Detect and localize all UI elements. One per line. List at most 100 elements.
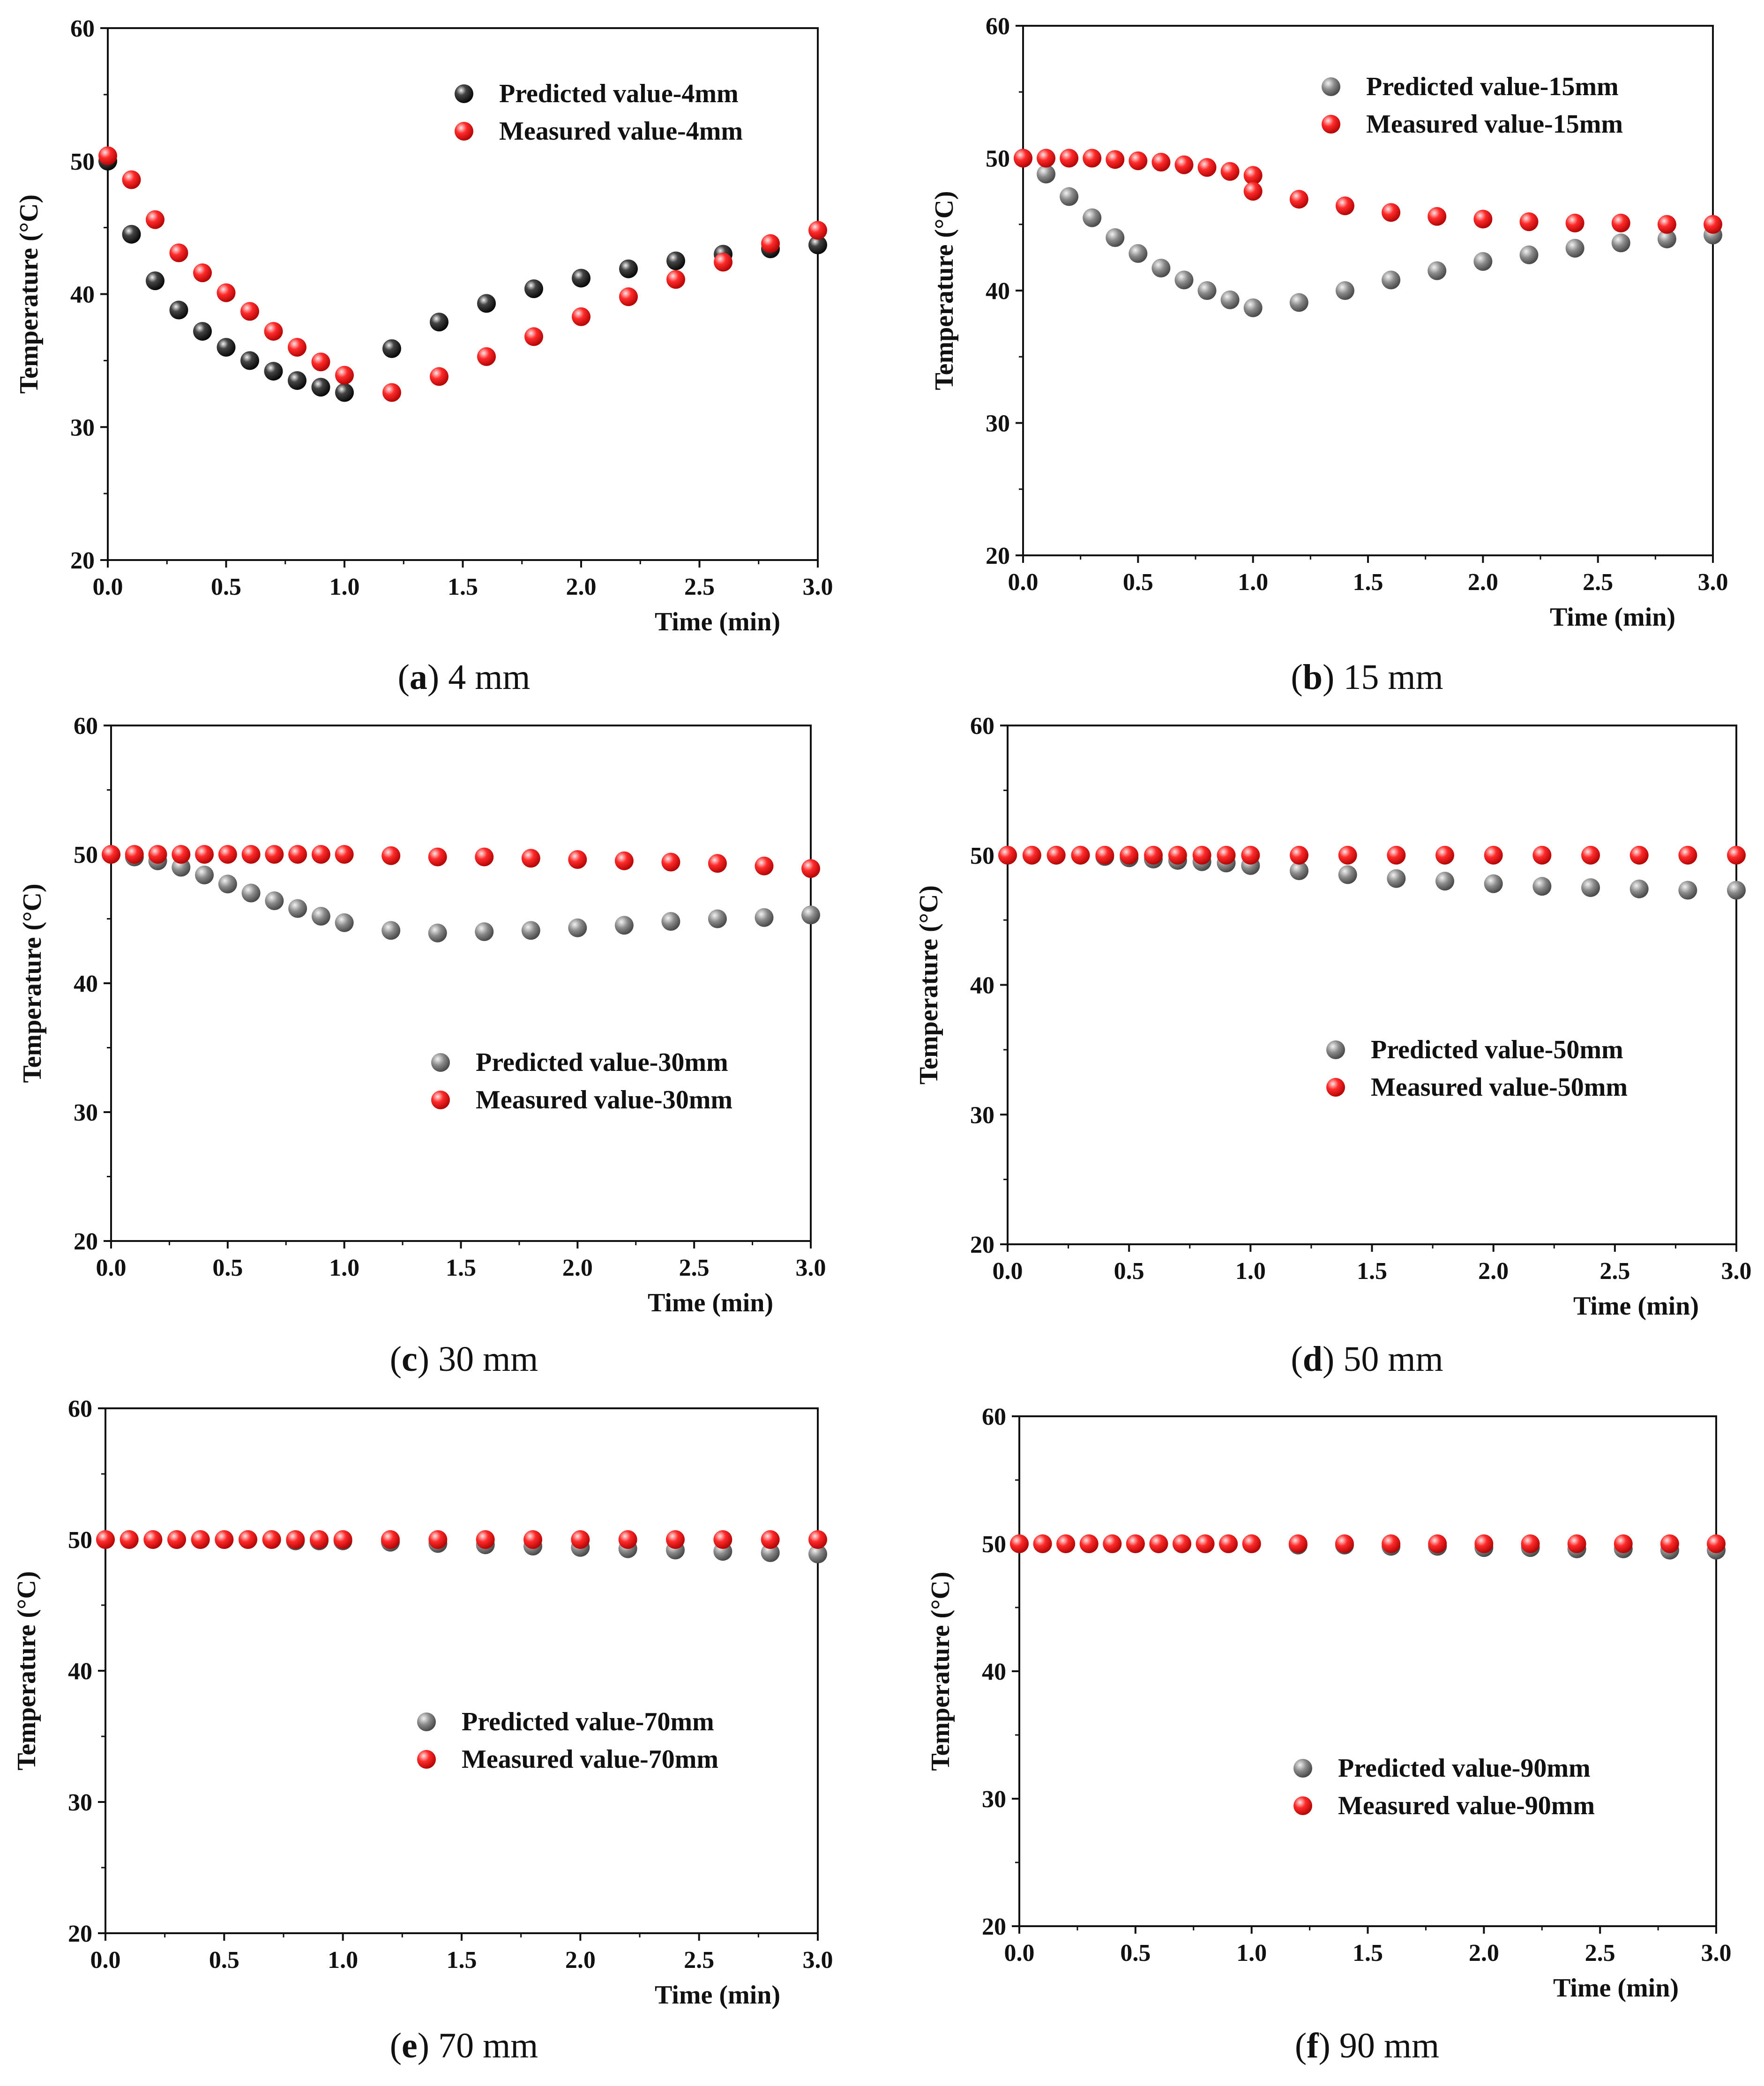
x-tick-label: 1.0 xyxy=(1236,1940,1267,1966)
y-tick-label: 30 xyxy=(986,411,1010,437)
caption-paren: ( xyxy=(398,658,410,697)
data-point xyxy=(1022,845,1041,865)
data-point xyxy=(1532,845,1552,865)
legend-marker xyxy=(455,84,473,103)
data-point xyxy=(1678,881,1697,900)
data-point xyxy=(1338,865,1357,884)
data-point xyxy=(311,907,330,926)
y-tick-label: 60 xyxy=(74,713,98,740)
x-tick-label: 1.5 xyxy=(448,574,478,600)
data-point xyxy=(1151,258,1171,277)
data-point xyxy=(430,367,448,386)
y-tick-label: 30 xyxy=(68,1789,92,1816)
legend-marker xyxy=(1293,1759,1312,1778)
data-point xyxy=(1484,845,1503,865)
data-point xyxy=(619,259,638,278)
data-point xyxy=(1289,190,1308,209)
plot-frame xyxy=(1007,725,1737,1245)
y-axis-title: Temperature (°C) xyxy=(914,885,943,1084)
series-measured xyxy=(98,146,827,402)
data-point xyxy=(476,1530,495,1549)
data-point xyxy=(143,1530,163,1549)
legend: Predicted value-50mm Measured value-50mm xyxy=(1326,1035,1628,1102)
x-tick-label: 2.0 xyxy=(562,1255,593,1281)
data-point xyxy=(193,263,212,283)
data-point xyxy=(1532,877,1552,896)
legend: Predicted value-70mm Measured value-70mm xyxy=(417,1707,718,1774)
x-tick-label: 0.0 xyxy=(1008,569,1039,596)
data-point xyxy=(808,1530,827,1549)
legend-marker xyxy=(1322,115,1340,134)
data-point xyxy=(1565,213,1585,232)
caption-paren: ) xyxy=(418,2026,429,2065)
y-tick-label: 20 xyxy=(986,543,1010,569)
data-point xyxy=(1243,166,1263,185)
data-point xyxy=(428,1530,448,1549)
x-tick-label: 2.5 xyxy=(684,574,715,600)
x-tick-label: 0.5 xyxy=(1114,1258,1144,1285)
data-point xyxy=(217,283,236,302)
data-point xyxy=(172,845,191,864)
legend: Predicted value-15mm Measured value-15mm xyxy=(1322,72,1623,139)
series-measured xyxy=(96,1530,827,1549)
y-tick-label: 20 xyxy=(74,1228,98,1255)
data-point xyxy=(1144,845,1163,865)
caption-label: 30 mm xyxy=(429,1339,538,1379)
data-point xyxy=(1290,845,1308,865)
y-axis-title: Temperature (°C) xyxy=(930,191,959,390)
panel-caption: (f) 90 mm xyxy=(1295,2026,1439,2065)
y-axis-title: Temperature (°C) xyxy=(926,1571,955,1771)
y-tick-label: 20 xyxy=(68,1921,92,1947)
legend-marker xyxy=(1326,1078,1345,1097)
data-point xyxy=(1288,1534,1308,1553)
data-point xyxy=(1629,879,1649,898)
y-tick-label: 50 xyxy=(982,1531,1006,1558)
data-point xyxy=(1428,1534,1447,1553)
data-point xyxy=(1196,1534,1215,1553)
x-tick-label: 2.5 xyxy=(1583,569,1613,596)
data-point xyxy=(614,851,634,870)
legend-label: Predicted value-90mm xyxy=(1338,1754,1591,1783)
y-tick-label: 60 xyxy=(986,13,1010,40)
data-point xyxy=(241,845,261,864)
plot-frame xyxy=(1022,25,1714,556)
caption-paren: ) xyxy=(1323,1339,1334,1379)
x-tick-label: 0.5 xyxy=(212,1255,243,1281)
y-tick-label: 50 xyxy=(986,146,1010,172)
caption-letter: c xyxy=(402,1339,418,1379)
y-tick-label: 60 xyxy=(970,713,994,740)
legend-label: Predicted value-50mm xyxy=(1371,1035,1623,1064)
panel-a: 0.0 0.5 1.0 1.5 2.0 2.5 3.0 20 30 40 50 60 Time (min… xyxy=(15,15,833,697)
data-point xyxy=(801,905,820,925)
data-point xyxy=(193,321,212,341)
panel-c: 0.0 0.5 1.0 1.5 2.0 2.5 3.0 20 30 40 50 60 Time (min… xyxy=(18,713,826,1379)
data-point xyxy=(1071,845,1090,865)
panel-d: 0.0 0.5 1.0 1.5 2.0 2.5 3.0 20 30 40 50 60 Time (min… xyxy=(914,713,1752,1379)
y-axis-title: Temperature (°C) xyxy=(15,194,44,394)
data-point xyxy=(1241,845,1260,865)
data-point xyxy=(524,327,543,346)
data-point xyxy=(1120,845,1139,865)
data-point xyxy=(1192,845,1211,865)
data-point xyxy=(1611,213,1630,232)
data-point xyxy=(713,1530,733,1549)
data-point xyxy=(1129,244,1148,263)
data-point xyxy=(1106,228,1125,247)
data-point xyxy=(1519,212,1539,232)
data-point xyxy=(571,1530,590,1549)
x-tick-label: 1.0 xyxy=(329,574,360,600)
x-tick-label: 2.0 xyxy=(566,574,597,600)
data-point xyxy=(1290,861,1308,880)
y-tick-label: 50 xyxy=(970,843,994,869)
data-point xyxy=(311,352,330,372)
caption-label: 90 mm xyxy=(1330,2026,1439,2065)
data-point xyxy=(288,845,307,864)
x-tick-label: 1.5 xyxy=(446,1255,476,1281)
data-point xyxy=(1387,845,1406,865)
x-tick-label: 3.0 xyxy=(803,574,833,600)
data-point xyxy=(1174,270,1194,290)
data-point xyxy=(428,847,447,867)
caption-letter: d xyxy=(1303,1339,1323,1379)
y-tick-label: 20 xyxy=(70,547,95,574)
